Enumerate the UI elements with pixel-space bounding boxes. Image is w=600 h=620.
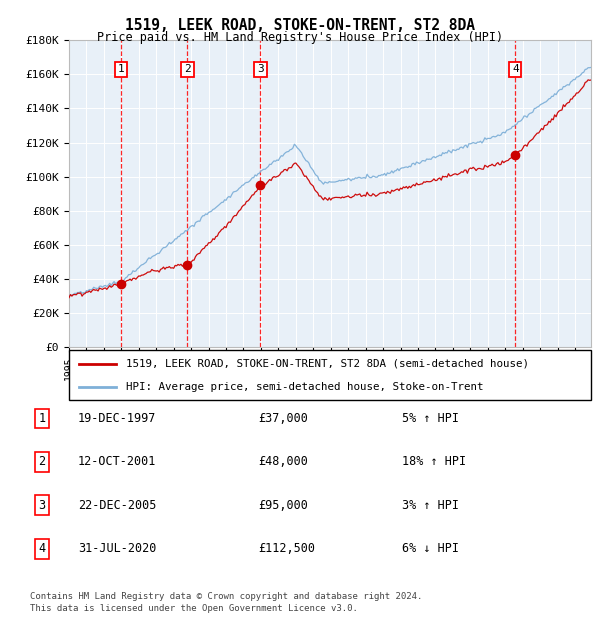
Text: 4: 4 (38, 542, 46, 555)
Text: 19-DEC-1997: 19-DEC-1997 (78, 412, 157, 425)
Text: 3: 3 (38, 499, 46, 511)
Text: 1: 1 (38, 412, 46, 425)
Text: 18% ↑ HPI: 18% ↑ HPI (402, 456, 466, 468)
Text: 2: 2 (38, 456, 46, 468)
Text: HPI: Average price, semi-detached house, Stoke-on-Trent: HPI: Average price, semi-detached house,… (127, 381, 484, 391)
Text: 1: 1 (118, 64, 124, 74)
Text: £112,500: £112,500 (258, 542, 315, 555)
Text: 31-JUL-2020: 31-JUL-2020 (78, 542, 157, 555)
Text: Price paid vs. HM Land Registry's House Price Index (HPI): Price paid vs. HM Land Registry's House … (97, 31, 503, 44)
Text: 3: 3 (257, 64, 264, 74)
Text: £48,000: £48,000 (258, 456, 308, 468)
Text: £95,000: £95,000 (258, 499, 308, 511)
Text: 2: 2 (184, 64, 191, 74)
Text: 3% ↑ HPI: 3% ↑ HPI (402, 499, 459, 511)
Text: This data is licensed under the Open Government Licence v3.0.: This data is licensed under the Open Gov… (30, 604, 358, 613)
Text: 22-DEC-2005: 22-DEC-2005 (78, 499, 157, 511)
Text: 6% ↓ HPI: 6% ↓ HPI (402, 542, 459, 555)
Text: £37,000: £37,000 (258, 412, 308, 425)
Text: Contains HM Land Registry data © Crown copyright and database right 2024.: Contains HM Land Registry data © Crown c… (30, 592, 422, 601)
Text: 12-OCT-2001: 12-OCT-2001 (78, 456, 157, 468)
Text: 1519, LEEK ROAD, STOKE-ON-TRENT, ST2 8DA (semi-detached house): 1519, LEEK ROAD, STOKE-ON-TRENT, ST2 8DA… (127, 359, 529, 369)
Text: 4: 4 (512, 64, 519, 74)
Text: 5% ↑ HPI: 5% ↑ HPI (402, 412, 459, 425)
Text: 1519, LEEK ROAD, STOKE-ON-TRENT, ST2 8DA: 1519, LEEK ROAD, STOKE-ON-TRENT, ST2 8DA (125, 18, 475, 33)
FancyBboxPatch shape (69, 350, 591, 400)
